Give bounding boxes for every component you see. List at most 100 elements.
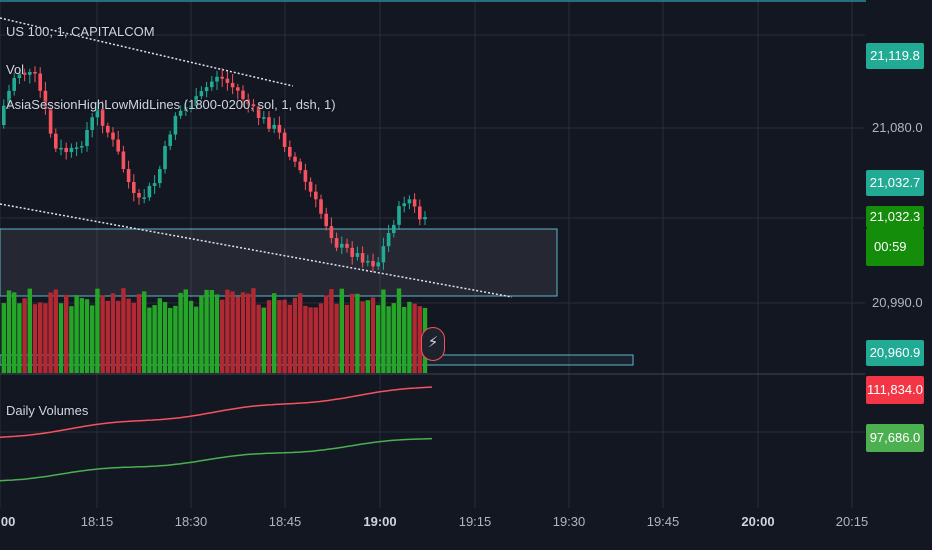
price-axis-label-20990: 20,990.0 xyxy=(872,295,923,310)
volume-bar xyxy=(235,296,240,373)
volume-bar xyxy=(277,300,282,373)
time-axis-label: :00 xyxy=(0,514,16,529)
volume-bar xyxy=(272,293,277,373)
candle-body xyxy=(272,124,276,129)
volume-bar xyxy=(370,297,376,373)
candle-body xyxy=(293,156,297,162)
candle-body xyxy=(256,106,261,118)
volume-bar xyxy=(194,306,199,373)
candle-body xyxy=(116,139,120,152)
candle-body xyxy=(48,109,53,134)
candle-body xyxy=(418,206,422,220)
candle-body xyxy=(43,90,48,110)
volume-bar xyxy=(84,299,90,373)
candle-body xyxy=(397,206,401,225)
volume-bar xyxy=(402,306,407,373)
candle-body xyxy=(324,213,328,227)
candle-body xyxy=(423,217,427,220)
volume-bar xyxy=(251,288,256,373)
volume-bar xyxy=(173,305,178,373)
time-axis-background[interactable] xyxy=(0,508,932,550)
candle-body xyxy=(2,105,6,125)
time-axis-label: 19:00 xyxy=(363,514,397,529)
volume-bar xyxy=(240,292,246,373)
volume-bar xyxy=(329,289,334,373)
volume-bar xyxy=(168,307,173,373)
volume-bar xyxy=(386,306,391,373)
candle-body xyxy=(173,115,178,135)
symbol-title[interactable]: US 100, 1, CAPITALCOM xyxy=(6,24,155,39)
volume-bar xyxy=(318,303,324,373)
candle-body xyxy=(12,78,16,91)
volume-legend[interactable]: Vol xyxy=(6,62,25,77)
candle-body xyxy=(178,110,183,116)
volume-bar xyxy=(64,294,69,373)
time-axis-label: 19:15 xyxy=(458,514,492,529)
candle-body xyxy=(158,169,162,184)
volume-bar xyxy=(209,290,214,373)
candle-body xyxy=(194,96,198,107)
candle-body xyxy=(402,203,406,207)
candle-body xyxy=(163,146,167,170)
candle-body xyxy=(126,169,131,183)
volume-bar xyxy=(396,288,402,373)
candle-body xyxy=(340,243,344,248)
candle-body xyxy=(147,185,152,198)
candle-body xyxy=(236,87,240,91)
candle-body xyxy=(303,170,308,182)
candle-body xyxy=(288,146,292,157)
candle-body xyxy=(334,238,339,248)
candle-body xyxy=(392,224,396,234)
candle-body xyxy=(220,76,224,79)
volume-bar xyxy=(157,298,162,373)
volume-bar xyxy=(147,307,152,373)
volume-bar xyxy=(69,306,74,373)
asia-session-box[interactable] xyxy=(0,228,558,297)
candle-body xyxy=(142,197,146,199)
candle-body xyxy=(376,262,380,267)
candle-body xyxy=(267,117,271,129)
candle-body xyxy=(137,193,141,198)
candle-body xyxy=(168,134,172,147)
volume-bar xyxy=(266,300,272,373)
volume-bar xyxy=(43,303,48,373)
candle-body xyxy=(241,90,245,100)
volume-bar xyxy=(58,303,64,373)
grid-lines xyxy=(0,0,865,508)
channel-lower-line[interactable] xyxy=(0,203,513,298)
candle-body xyxy=(204,87,209,92)
lightning-bolt-icon[interactable]: ⚡ xyxy=(421,327,445,361)
time-axis-label: 19:45 xyxy=(646,514,680,529)
candle-body xyxy=(7,90,11,106)
candle-body xyxy=(152,183,157,186)
volume-bar xyxy=(12,292,17,373)
candle-body xyxy=(38,73,42,91)
time-axis-label: 18:30 xyxy=(174,514,208,529)
volume-bar xyxy=(350,293,355,373)
indicator-legend[interactable]: AsiaSessionHighLowMidLines (1800-0200, s… xyxy=(6,97,336,112)
candle-body xyxy=(262,117,266,119)
volume-tag-red: 111,834.0 xyxy=(866,376,924,404)
candle-body xyxy=(215,76,219,82)
time-axis-label: 20:00 xyxy=(741,514,775,529)
candle-body xyxy=(298,161,302,171)
volume-bar xyxy=(334,303,339,373)
candle-body xyxy=(350,247,354,257)
daily-volume-red-line xyxy=(0,386,433,438)
volume-bar xyxy=(344,304,350,373)
candle-body xyxy=(132,182,136,194)
volume-bar xyxy=(376,305,381,373)
candle-body xyxy=(90,117,94,130)
daily-volumes-legend[interactable]: Daily Volumes xyxy=(6,403,89,418)
price-countdown: 00:59 xyxy=(866,228,924,266)
volume-bar xyxy=(417,306,422,373)
volume-bar xyxy=(261,307,266,373)
candle-body xyxy=(386,233,391,247)
volume-bar xyxy=(22,298,27,373)
volume-bars xyxy=(1,288,428,373)
volume-bar xyxy=(256,304,261,373)
volume-bar xyxy=(142,291,147,373)
candle-body xyxy=(360,253,365,263)
price-tag-lower: 20,960.9 xyxy=(866,340,924,366)
